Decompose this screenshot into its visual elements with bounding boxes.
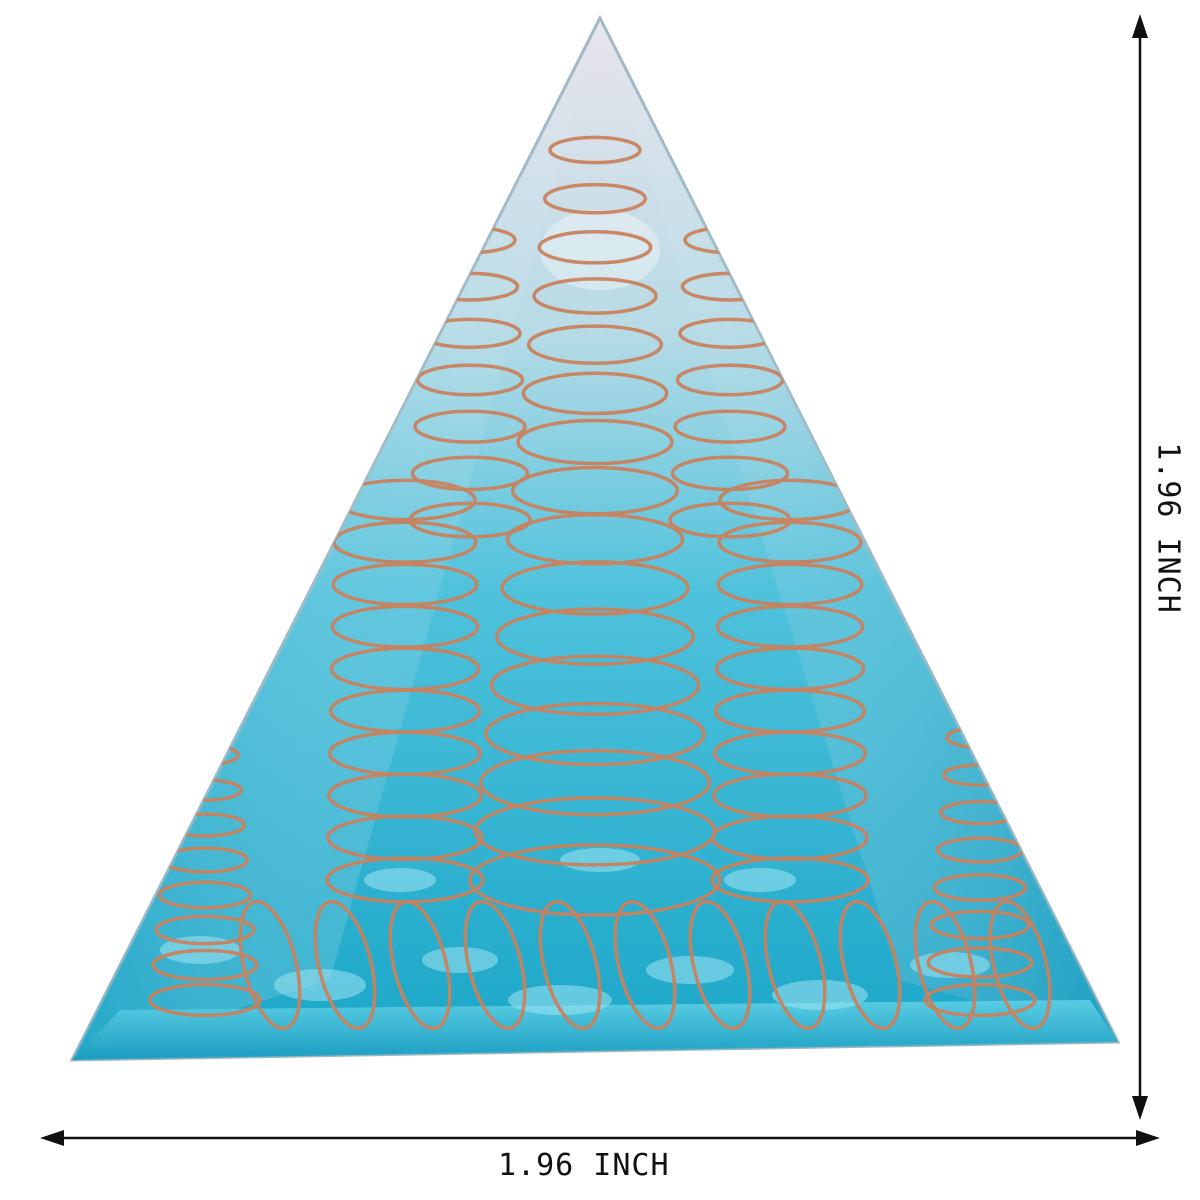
- width-dimension-arrow: [40, 1130, 1160, 1146]
- front-base-coil: [238, 899, 1052, 1031]
- pyramid: [69, 14, 1121, 1062]
- height-dimension-arrow: [1132, 14, 1148, 1120]
- height-label: 1.96 INCH: [1150, 442, 1186, 614]
- pyramid-base-strip: [72, 1000, 1118, 1060]
- width-label: 1.96 INCH: [498, 1148, 670, 1183]
- central-coil: [468, 135, 722, 917]
- quartz-crystal: [540, 210, 660, 290]
